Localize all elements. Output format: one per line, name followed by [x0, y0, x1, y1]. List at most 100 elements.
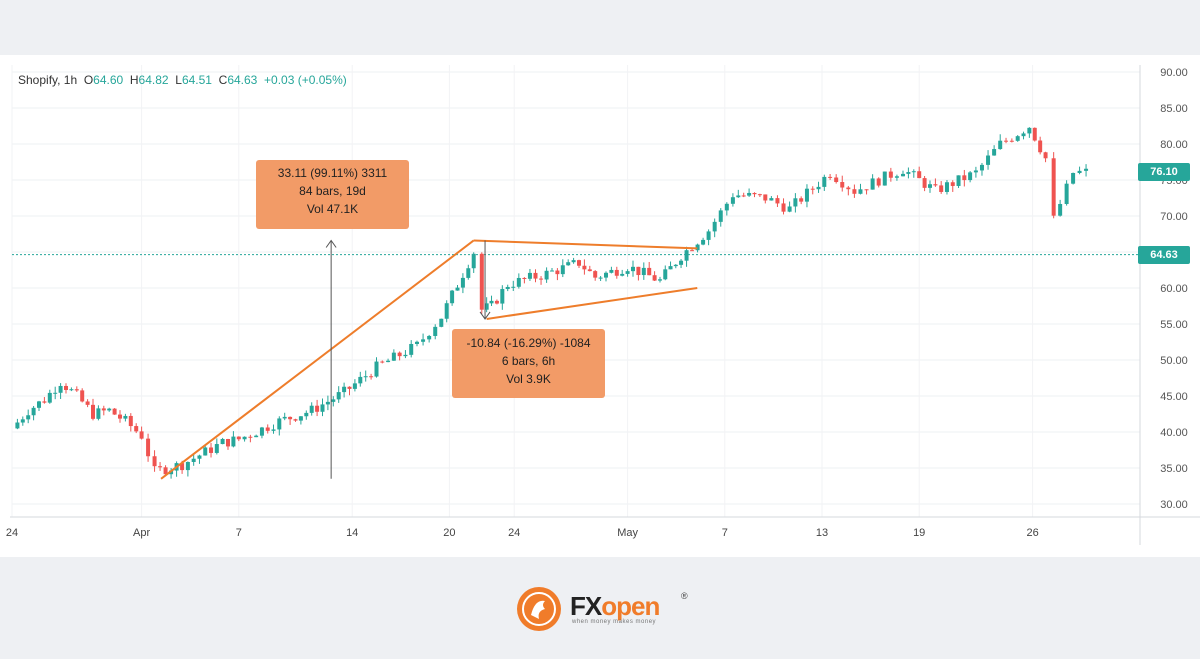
candle: [625, 269, 630, 277]
candle-body: [928, 184, 932, 188]
candle-body: [460, 277, 465, 288]
candle-body: [197, 455, 202, 459]
candle: [673, 264, 678, 269]
candle-body: [1058, 203, 1063, 216]
rise-measure-callout: 33.11 (99.11%) 3311 84 bars, 19d Vol 47.…: [256, 160, 409, 229]
candle: [1009, 138, 1014, 143]
candle-body: [718, 210, 723, 222]
candle-body: [684, 250, 689, 261]
price-tick-label: 70.00: [1160, 211, 1188, 223]
candle-body: [968, 172, 973, 181]
candle: [64, 383, 68, 394]
candle-body: [265, 427, 270, 431]
candle: [701, 237, 706, 246]
open-label: O: [83, 73, 94, 87]
candle-body: [1064, 183, 1069, 204]
candle: [209, 442, 214, 458]
candle: [631, 260, 635, 277]
pennant-pattern: [160, 239, 698, 480]
candle: [968, 171, 973, 183]
close-label: C: [218, 73, 228, 87]
candle-body: [870, 178, 875, 190]
candle-body: [816, 186, 821, 190]
candle-body: [209, 447, 214, 453]
candle-body: [80, 390, 85, 402]
candle: [834, 174, 839, 184]
candle-body: [248, 436, 253, 438]
candle: [793, 193, 798, 213]
candle: [484, 297, 489, 313]
candle: [15, 418, 20, 430]
candle: [197, 454, 202, 464]
candle: [712, 218, 717, 238]
candle-body: [846, 187, 851, 190]
candle: [433, 324, 438, 340]
candle: [544, 267, 549, 283]
candle: [185, 461, 190, 477]
candle: [118, 410, 122, 423]
candle: [533, 269, 538, 283]
candle-body: [288, 416, 293, 420]
candle-body: [505, 286, 510, 290]
candle: [718, 208, 723, 227]
candlestick-chart[interactable]: 30.0035.0040.0045.0050.0055.0060.0065.00…: [0, 55, 1200, 557]
candle-body: [571, 260, 576, 263]
time-tick-label: 19: [913, 527, 925, 539]
candle-body: [309, 405, 314, 413]
rise-measure-line1: 33.11 (99.11%) 3311: [277, 166, 388, 180]
candle-body: [787, 206, 792, 212]
candle-body: [587, 269, 592, 272]
last-price-tag: 76.10: [1138, 163, 1190, 181]
current-price-tag: 64.63: [1138, 246, 1190, 264]
candle-body: [712, 221, 717, 232]
candle-body: [139, 431, 144, 439]
candle: [1058, 199, 1063, 217]
candle: [1027, 127, 1032, 138]
candle: [277, 416, 282, 436]
price-tick-label: 90.00: [1160, 67, 1188, 79]
candle-body: [527, 272, 532, 279]
drop-measure-line1: -10.84 (-16.29%) -1084: [466, 336, 591, 350]
candle-body: [158, 466, 163, 468]
candle-body: [810, 188, 815, 190]
candle-body: [906, 172, 911, 174]
drop-arrowhead: [479, 311, 491, 320]
drop-measure-line3: Vol 3.9K: [506, 372, 551, 386]
price-tick-label: 30.00: [1160, 499, 1188, 511]
candle-body: [911, 171, 916, 173]
candle-body: [614, 269, 619, 276]
candle: [816, 181, 821, 193]
candle-body: [1032, 127, 1037, 141]
candle-body: [1027, 127, 1032, 134]
candle: [1064, 180, 1069, 206]
candle: [571, 257, 576, 264]
candle-body: [455, 287, 460, 291]
fxopen-logo[interactable]: FXopen ® when money makes money: [515, 585, 715, 635]
candle: [752, 192, 757, 198]
candle: [917, 166, 922, 179]
time-tick-label: 24: [508, 527, 520, 539]
candle-body: [386, 360, 391, 363]
candle-body: [944, 182, 949, 192]
candle: [950, 180, 955, 192]
candle-body: [91, 404, 95, 419]
candle-body: [673, 264, 678, 267]
candle-body: [834, 177, 839, 183]
pennant-lower-line: [486, 287, 698, 320]
candle: [304, 410, 309, 420]
candle-body: [663, 269, 668, 280]
registered-mark: ®: [681, 591, 688, 601]
candle-body: [763, 194, 768, 201]
candle-body: [163, 467, 168, 475]
candle-body: [706, 231, 711, 240]
candle-body: [112, 408, 117, 415]
candle-body: [439, 318, 444, 327]
candle-body: [53, 392, 58, 394]
candle: [342, 382, 347, 398]
candle: [906, 167, 911, 179]
candle-body: [533, 272, 538, 279]
candle: [386, 358, 391, 363]
candle-body: [636, 266, 641, 276]
candle-body: [775, 198, 780, 204]
candle-body: [1015, 136, 1020, 141]
